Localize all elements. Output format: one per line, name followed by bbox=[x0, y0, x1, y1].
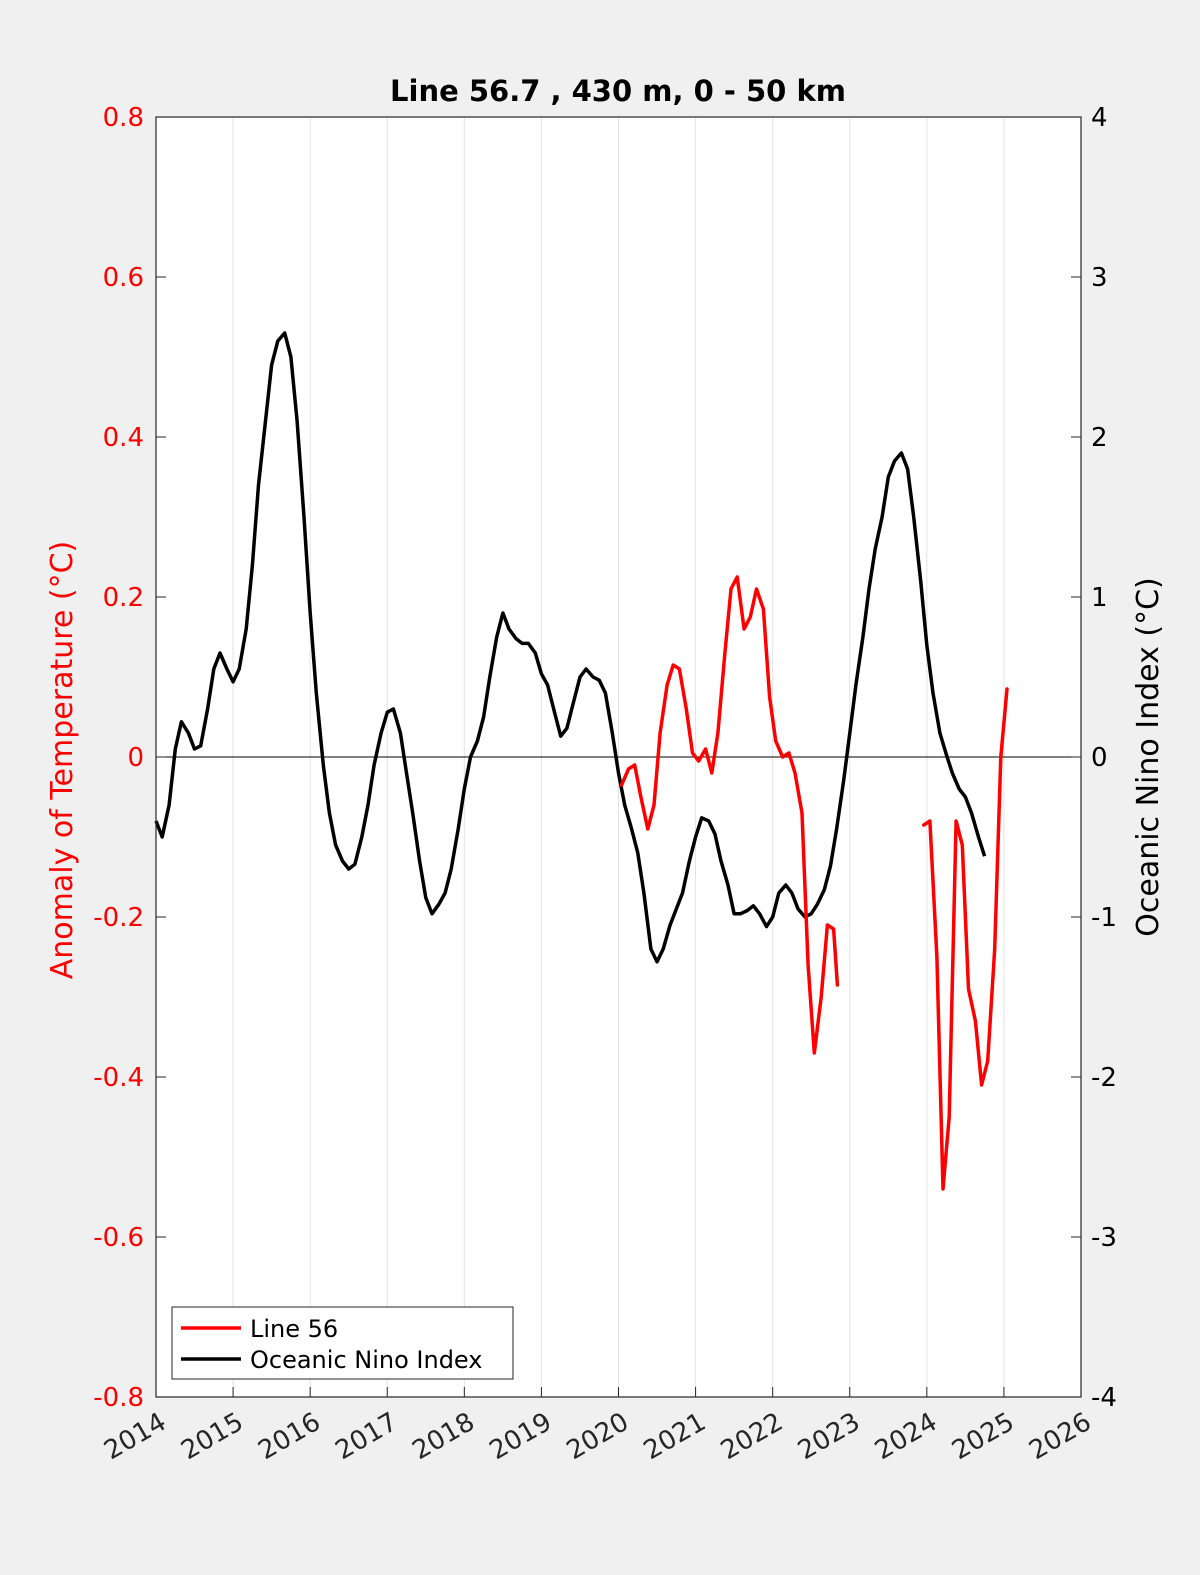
left-tick-label-0.6: 0.6 bbox=[103, 263, 144, 293]
right-tick-label--1: -1 bbox=[1091, 903, 1117, 933]
legend-box bbox=[171, 1306, 514, 1380]
left-axis-label: Anomaly of Temperature (°C) bbox=[45, 541, 80, 980]
right-axis-label: Oceanic Nino Index (°C) bbox=[1131, 577, 1166, 937]
left-tick-label--0.4: -0.4 bbox=[93, 1063, 144, 1093]
right-axis-ticks: 4 3 2 1 0 -1 -2 -3 -4 bbox=[1071, 103, 1117, 1413]
series-oceanic-nino-index bbox=[154, 331, 987, 964]
legend-line56-label: Line 56 bbox=[250, 1315, 338, 1343]
right-tick-label-2: 2 bbox=[1091, 423, 1108, 453]
chart-title: Line 56.7 , 430 m, 0 - 50 km bbox=[390, 74, 846, 108]
series-layer bbox=[154, 331, 1009, 1191]
legend: Line 56 Oceanic Nino Index bbox=[171, 1306, 514, 1380]
left-tick-label--0.2: -0.2 bbox=[93, 903, 144, 933]
left-tick-label--0.8: -0.8 bbox=[93, 1383, 144, 1413]
right-tick-label--4: -4 bbox=[1091, 1383, 1117, 1413]
right-tick-label--2: -2 bbox=[1091, 1063, 1117, 1093]
left-tick-label-0.2: 0.2 bbox=[103, 583, 144, 613]
legend-oni-label: Oceanic Nino Index bbox=[250, 1346, 482, 1374]
left-tick-label-0: 0 bbox=[127, 743, 144, 773]
right-tick-label-3: 3 bbox=[1091, 263, 1108, 293]
left-axis-ticks: 0.8 0.6 0.4 0.2 0 -0.2 -0.4 -0.6 -0.8 bbox=[93, 103, 166, 1413]
right-tick-label-4: 4 bbox=[1091, 103, 1108, 133]
right-tick-label-1: 1 bbox=[1091, 583, 1108, 613]
series-line56-segment-1 bbox=[619, 575, 840, 1055]
left-tick-label--0.6: -0.6 bbox=[93, 1223, 144, 1253]
right-tick-label--3: -3 bbox=[1091, 1223, 1117, 1253]
series-line56-segment-2 bbox=[922, 687, 1009, 1191]
left-tick-label-0.8: 0.8 bbox=[103, 103, 144, 133]
right-tick-label-0: 0 bbox=[1091, 743, 1108, 773]
left-tick-label-0.4: 0.4 bbox=[103, 423, 144, 453]
